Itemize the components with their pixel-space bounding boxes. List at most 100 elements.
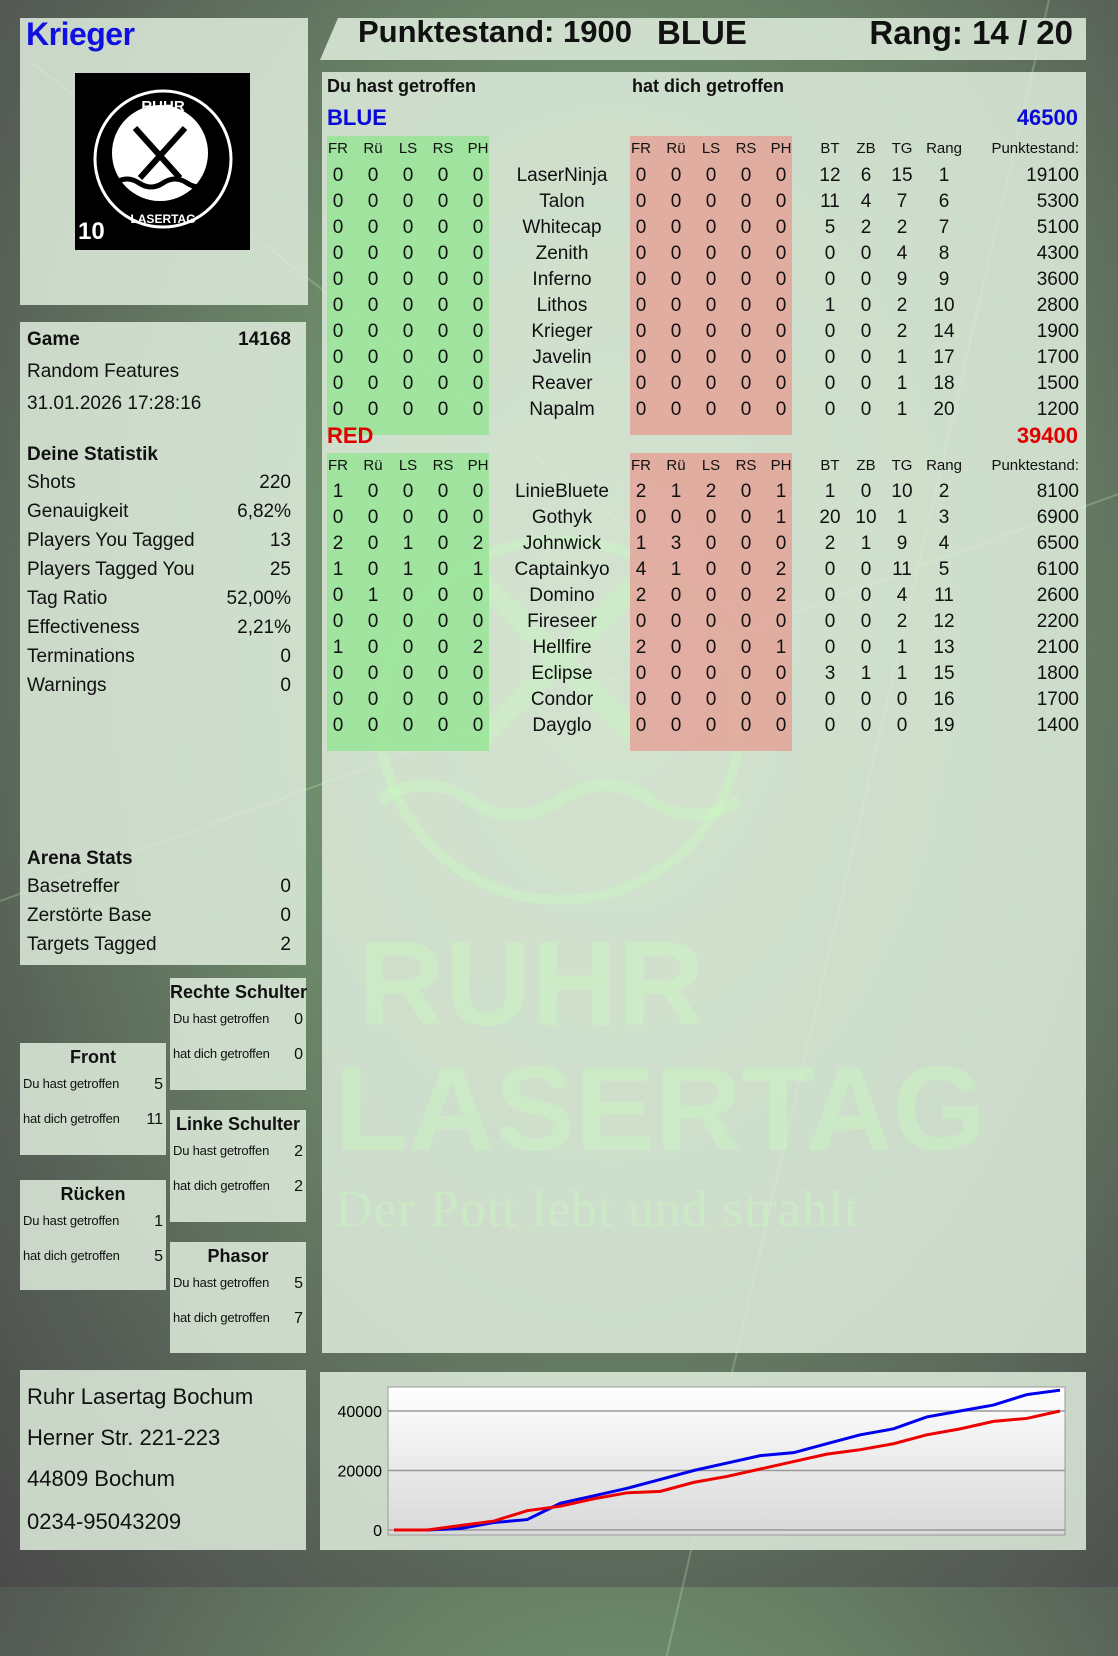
- you-hit-cell: 0: [437, 481, 449, 502]
- stat-zb: 4: [860, 191, 872, 212]
- hit-you-cell: 0: [670, 507, 682, 528]
- zone-you-hit-label: Du hast getroffen: [173, 1011, 270, 1026]
- game-id: 14168: [238, 329, 291, 350]
- you-hit-cell: 1: [402, 559, 414, 580]
- stat-zb: 0: [860, 715, 872, 736]
- hit-you-cell: 0: [775, 217, 787, 238]
- zone-you-hit-value: 1: [154, 1213, 163, 1230]
- stat-tg: 1: [896, 347, 908, 368]
- player-row[interactable]: 0 0 0 0 0 Reaver 0 0 0 0 0 0 0 1 18 1500: [327, 371, 1079, 397]
- you-hit-block: [327, 453, 489, 751]
- hit-you-cell: 0: [740, 533, 752, 554]
- you-hit-cell: 0: [367, 165, 379, 186]
- zone-hit-you-value: 7: [294, 1310, 303, 1327]
- player-row[interactable]: 0 0 0 0 0 Krieger 0 0 0 0 0 0 0 2 14 1900: [327, 319, 1079, 345]
- hit-you-heading: hat dich getroffen: [632, 76, 784, 96]
- hit-you-block: [630, 136, 792, 435]
- col-header: RS: [432, 457, 454, 474]
- player-name: Inferno: [532, 269, 592, 290]
- hit-you-cell: 0: [775, 295, 787, 316]
- series-line-0: [394, 1388, 1061, 1532]
- player-row[interactable]: 1 0 0 0 2 Hellfire 2 0 0 0 1 0 0 1 13 2100: [327, 635, 1079, 661]
- hit-you-cell: 0: [740, 507, 752, 528]
- player-score: 5300: [1036, 191, 1079, 212]
- player-name: Gothyk: [531, 507, 593, 528]
- venue-phone: 0234-95043209: [27, 1509, 182, 1534]
- you-hit-cell: 1: [472, 559, 484, 580]
- col-header: FR: [631, 140, 651, 157]
- player-row[interactable]: 1 0 1 0 1 Captainkyo 4 1 0 0 2 0 0 11 5 6100: [327, 557, 1079, 583]
- hit-you-cell: 1: [775, 507, 787, 528]
- player-row[interactable]: 2 0 1 0 2 Johnwick 1 3 0 0 0 2 1 9 4 6500: [327, 531, 1079, 557]
- hit-you-cell: 0: [775, 321, 787, 342]
- zone-you-hit-value: 5: [294, 1275, 303, 1292]
- player-score: 1700: [1036, 689, 1079, 710]
- player-name: Javelin: [532, 347, 592, 368]
- stat-tg: 0: [896, 715, 908, 736]
- player-row[interactable]: 0 0 0 0 0 Javelin 0 0 0 0 0 0 0 1 17 1700: [327, 345, 1079, 371]
- stat-value: 25: [269, 559, 291, 580]
- player-name: Whitecap: [522, 217, 602, 238]
- hit-you-cell: 0: [705, 507, 717, 528]
- hit-you-cell: 0: [740, 585, 752, 606]
- stat-tg: 1: [896, 637, 908, 658]
- stat-rang: 12: [933, 611, 955, 632]
- stat-tg: 2: [896, 611, 908, 632]
- player-row[interactable]: 0 0 0 0 0 Lithos 0 0 0 0 0 1 0 2 10 2800: [327, 293, 1079, 319]
- you-hit-cell: 0: [332, 715, 344, 736]
- stat-rang: 6: [938, 191, 950, 212]
- hit-you-cell: 0: [740, 481, 752, 502]
- hit-you-cell: 0: [670, 689, 682, 710]
- player-row[interactable]: 0 0 0 0 0 LaserNinja 0 0 0 0 0 12 6 15 1 19100: [327, 163, 1079, 189]
- player-row[interactable]: 0 0 0 0 0 Condor 0 0 0 0 0 0 0 0 16 1700: [327, 687, 1079, 713]
- player-row[interactable]: 0 0 0 0 0 Whitecap 0 0 0 0 0 5 2 2 7 5100: [327, 215, 1079, 241]
- you-hit-heading: Du hast getroffen: [327, 76, 477, 96]
- game-mode: Random Features: [27, 361, 180, 382]
- zone-hit-you-value: 11: [146, 1111, 163, 1128]
- you-hit-cell: 0: [472, 217, 484, 238]
- stat-tag-ratio: Tag Ratio 52,00%: [27, 585, 291, 613]
- col-header: TG: [891, 140, 913, 157]
- hit-you-cell: 0: [740, 611, 752, 632]
- col-header: PH: [467, 457, 489, 474]
- zone-hit-you-label: hat dich getroffen: [173, 1178, 270, 1193]
- player-row[interactable]: 0 0 0 0 0 Eclipse 0 0 0 0 0 3 1 1 15 1800: [327, 661, 1079, 687]
- col-header: FR: [328, 457, 348, 474]
- player-row[interactable]: 1 0 0 0 0 LinieBluete 2 1 2 0 1 1 0 10 2 8100: [327, 479, 1079, 505]
- stat-bt: 5: [824, 217, 836, 238]
- player-row[interactable]: 0 0 0 0 0 Talon 0 0 0 0 0 11 4 7 6 5300: [327, 189, 1079, 215]
- stat-zb: 0: [860, 689, 872, 710]
- you-hit-cell: 0: [332, 611, 344, 632]
- stat-bt: 1: [824, 295, 836, 316]
- you-hit-cell: 0: [367, 507, 379, 528]
- you-hit-cell: 0: [437, 347, 449, 368]
- player-row[interactable]: 0 0 0 0 0 Inferno 0 0 0 0 0 0 0 9 9 3600: [327, 267, 1079, 293]
- stat-bt: 2: [824, 533, 836, 554]
- player-row[interactable]: 0 0 0 0 0 Napalm 0 0 0 0 0 0 0 1 20 1200: [327, 397, 1079, 423]
- you-hit-cell: 0: [437, 637, 449, 658]
- player-row[interactable]: 0 1 0 0 0 Domino 2 0 0 0 2 0 0 4 11 2600: [327, 583, 1079, 609]
- hit-you-cell: 0: [775, 689, 787, 710]
- score-progress-chart: 0 20000 40000: [338, 1386, 1066, 1540]
- stat-tg: 15: [891, 165, 913, 186]
- stat-bt: 0: [824, 611, 836, 632]
- hit-you-cell: 0: [740, 217, 752, 238]
- hit-you-cell: 2: [775, 585, 787, 606]
- player-row[interactable]: 0 0 0 0 0 Fireseer 0 0 0 0 0 0 0 2 12 2200: [327, 609, 1079, 635]
- series-line-1: [394, 1409, 1061, 1532]
- hit-you-cell: 0: [635, 399, 647, 420]
- zone-you-hit-label: Du hast getroffen: [173, 1275, 270, 1290]
- hit-you-cell: 0: [775, 663, 787, 684]
- stat-zb: 1: [860, 533, 872, 554]
- player-row[interactable]: 0 0 0 0 0 Gothyk 0 0 0 0 1 20 10 1 3 6900: [327, 505, 1079, 531]
- stat-value: 52,00%: [226, 588, 291, 609]
- you-hit-cell: 0: [402, 663, 414, 684]
- col-header: LS: [398, 140, 418, 157]
- player-row[interactable]: 0 0 0 0 0 Dayglo 0 0 0 0 0 0 0 0 19 1400: [327, 713, 1079, 739]
- you-hit-cell: 0: [437, 165, 449, 186]
- you-hit-cell: 0: [402, 191, 414, 212]
- player-row[interactable]: 0 0 0 0 0 Zenith 0 0 0 0 0 0 0 4 8 4300: [327, 241, 1079, 267]
- stat-tg: 9: [896, 269, 908, 290]
- stat-rang: 7: [938, 217, 950, 238]
- zone-hit-you-label: hat dich getroffen: [173, 1310, 270, 1325]
